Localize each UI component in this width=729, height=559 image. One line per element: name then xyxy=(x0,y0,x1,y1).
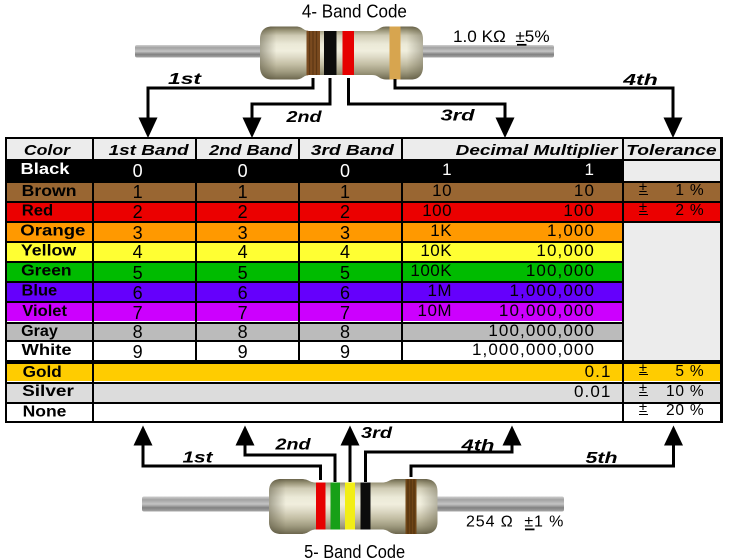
svg-text:Red: Red xyxy=(22,203,53,220)
svg-text:2nd: 2nd xyxy=(274,437,312,454)
svg-text:Blue: Blue xyxy=(22,282,58,299)
svg-text:Tolerance: Tolerance xyxy=(626,142,716,159)
svg-text:2nd: 2nd xyxy=(285,109,323,126)
svg-text:Decimal Multiplier: Decimal Multiplier xyxy=(456,142,619,159)
svg-text:Orange: Orange xyxy=(20,222,86,239)
svg-text:1st: 1st xyxy=(168,71,202,88)
svg-text:Silver: Silver xyxy=(22,383,74,400)
svg-text:3rd: 3rd xyxy=(441,108,477,125)
svg-text:Gold: Gold xyxy=(23,364,62,381)
svg-text:1st: 1st xyxy=(183,450,214,467)
svg-text:Gray: Gray xyxy=(21,323,58,340)
svg-text:Yellow: Yellow xyxy=(21,242,77,259)
svg-text:Black: Black xyxy=(21,161,70,178)
svg-text:White: White xyxy=(22,342,73,359)
svg-text:3rd: 3rd xyxy=(361,425,394,442)
svg-text:Brown: Brown xyxy=(22,183,77,200)
svg-text:Violet: Violet xyxy=(22,303,67,320)
svg-text:4- Band Code: 4- Band Code xyxy=(302,2,407,22)
svg-text:4th: 4th xyxy=(622,72,658,89)
svg-text:1.0 KΩ ±5%: 1.0 KΩ ±5% xyxy=(453,27,550,46)
svg-text:3rd Band: 3rd Band xyxy=(311,142,395,159)
svg-text:2nd Band: 2nd Band xyxy=(208,142,293,159)
svg-text:5th: 5th xyxy=(586,450,618,467)
svg-text:1st Band: 1st Band xyxy=(109,142,190,159)
svg-text:5- Band Code: 5- Band Code xyxy=(304,542,405,559)
svg-text:None: None xyxy=(23,404,67,421)
svg-text:254 Ω ±1 %: 254 Ω ±1 % xyxy=(466,513,563,530)
svg-text:Green: Green xyxy=(21,262,72,279)
svg-text:4th: 4th xyxy=(460,438,495,455)
svg-text:Color: Color xyxy=(24,142,71,159)
